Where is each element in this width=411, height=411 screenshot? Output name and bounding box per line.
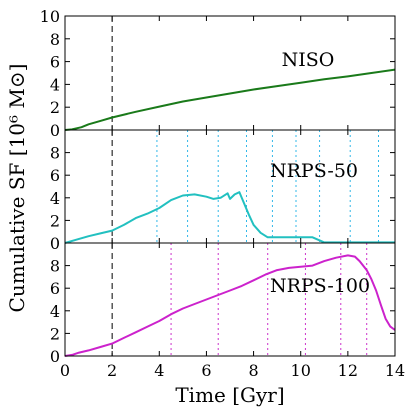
panel-frame-3 <box>64 242 396 357</box>
panel-3: 0 2 4 6 8 NRPS-100 <box>50 242 396 366</box>
panels-group: 0 2 4 6 8 10 NISO 0 2 4 6 8 NRPS-50 0 2 4 6 8 NRPS-100 <box>40 7 396 366</box>
y-tick-label-2-3: 4 <box>50 189 60 208</box>
y-tick-label-3-4: 6 <box>50 279 60 298</box>
x-tick-label-3: 4 <box>154 361 164 380</box>
panel-label-nrps-50: NRPS-50 <box>270 160 358 182</box>
y-tick-label-3-5: 8 <box>50 257 60 276</box>
series-line-nrps-50 <box>64 191 395 244</box>
x-tick-label-2: 2 <box>107 361 117 380</box>
y-tick-label-1-6: 10 <box>40 7 60 26</box>
y-tick-label-1-2: 2 <box>50 98 60 117</box>
y-tick-label-2-5: 8 <box>50 144 60 163</box>
y-tick-label-3-1: 0 <box>50 347 60 366</box>
y-tick-label-1-4: 6 <box>50 53 60 72</box>
x-tick-labels: 0 2 4 6 8 10 12 14 <box>60 361 405 380</box>
panel-1: 0 2 4 6 8 10 NISO <box>40 7 396 140</box>
x-tick-label-5: 8 <box>248 361 258 380</box>
panel-frame-2 <box>64 129 396 244</box>
y-tick-label-3-3: 4 <box>50 302 60 321</box>
y-tick-label-2-1: 0 <box>50 234 60 253</box>
series-line-nrps-100 <box>64 254 396 357</box>
x-tick-label-4: 6 <box>201 361 211 380</box>
panel-label-niso: NISO <box>282 49 335 71</box>
y-tick-label-2-4: 6 <box>50 166 60 185</box>
y-tick-label-2-2: 2 <box>50 211 60 230</box>
y-tick-label-1-3: 4 <box>50 75 60 94</box>
x-tick-label-8: 14 <box>385 361 405 380</box>
panel-frame-1 <box>64 15 396 131</box>
x-axis-label: Time [Gyr] <box>175 383 284 407</box>
panel-label-nrps-100: NRPS-100 <box>270 275 370 297</box>
y-tick-label-1-5: 8 <box>50 30 60 49</box>
panel-2: 0 2 4 6 8 NRPS-50 <box>50 129 396 253</box>
y-tick-label-1-1: 0 <box>50 121 60 140</box>
x-tick-label-7: 12 <box>338 361 358 380</box>
y-axis-label: Cumulative SF [10⁶ M⊙] <box>5 64 29 313</box>
y-tick-label-3-2: 2 <box>50 324 60 343</box>
series-line-niso <box>64 68 396 131</box>
x-tick-label-6: 10 <box>291 361 311 380</box>
x-tick-label-1: 0 <box>60 361 70 380</box>
